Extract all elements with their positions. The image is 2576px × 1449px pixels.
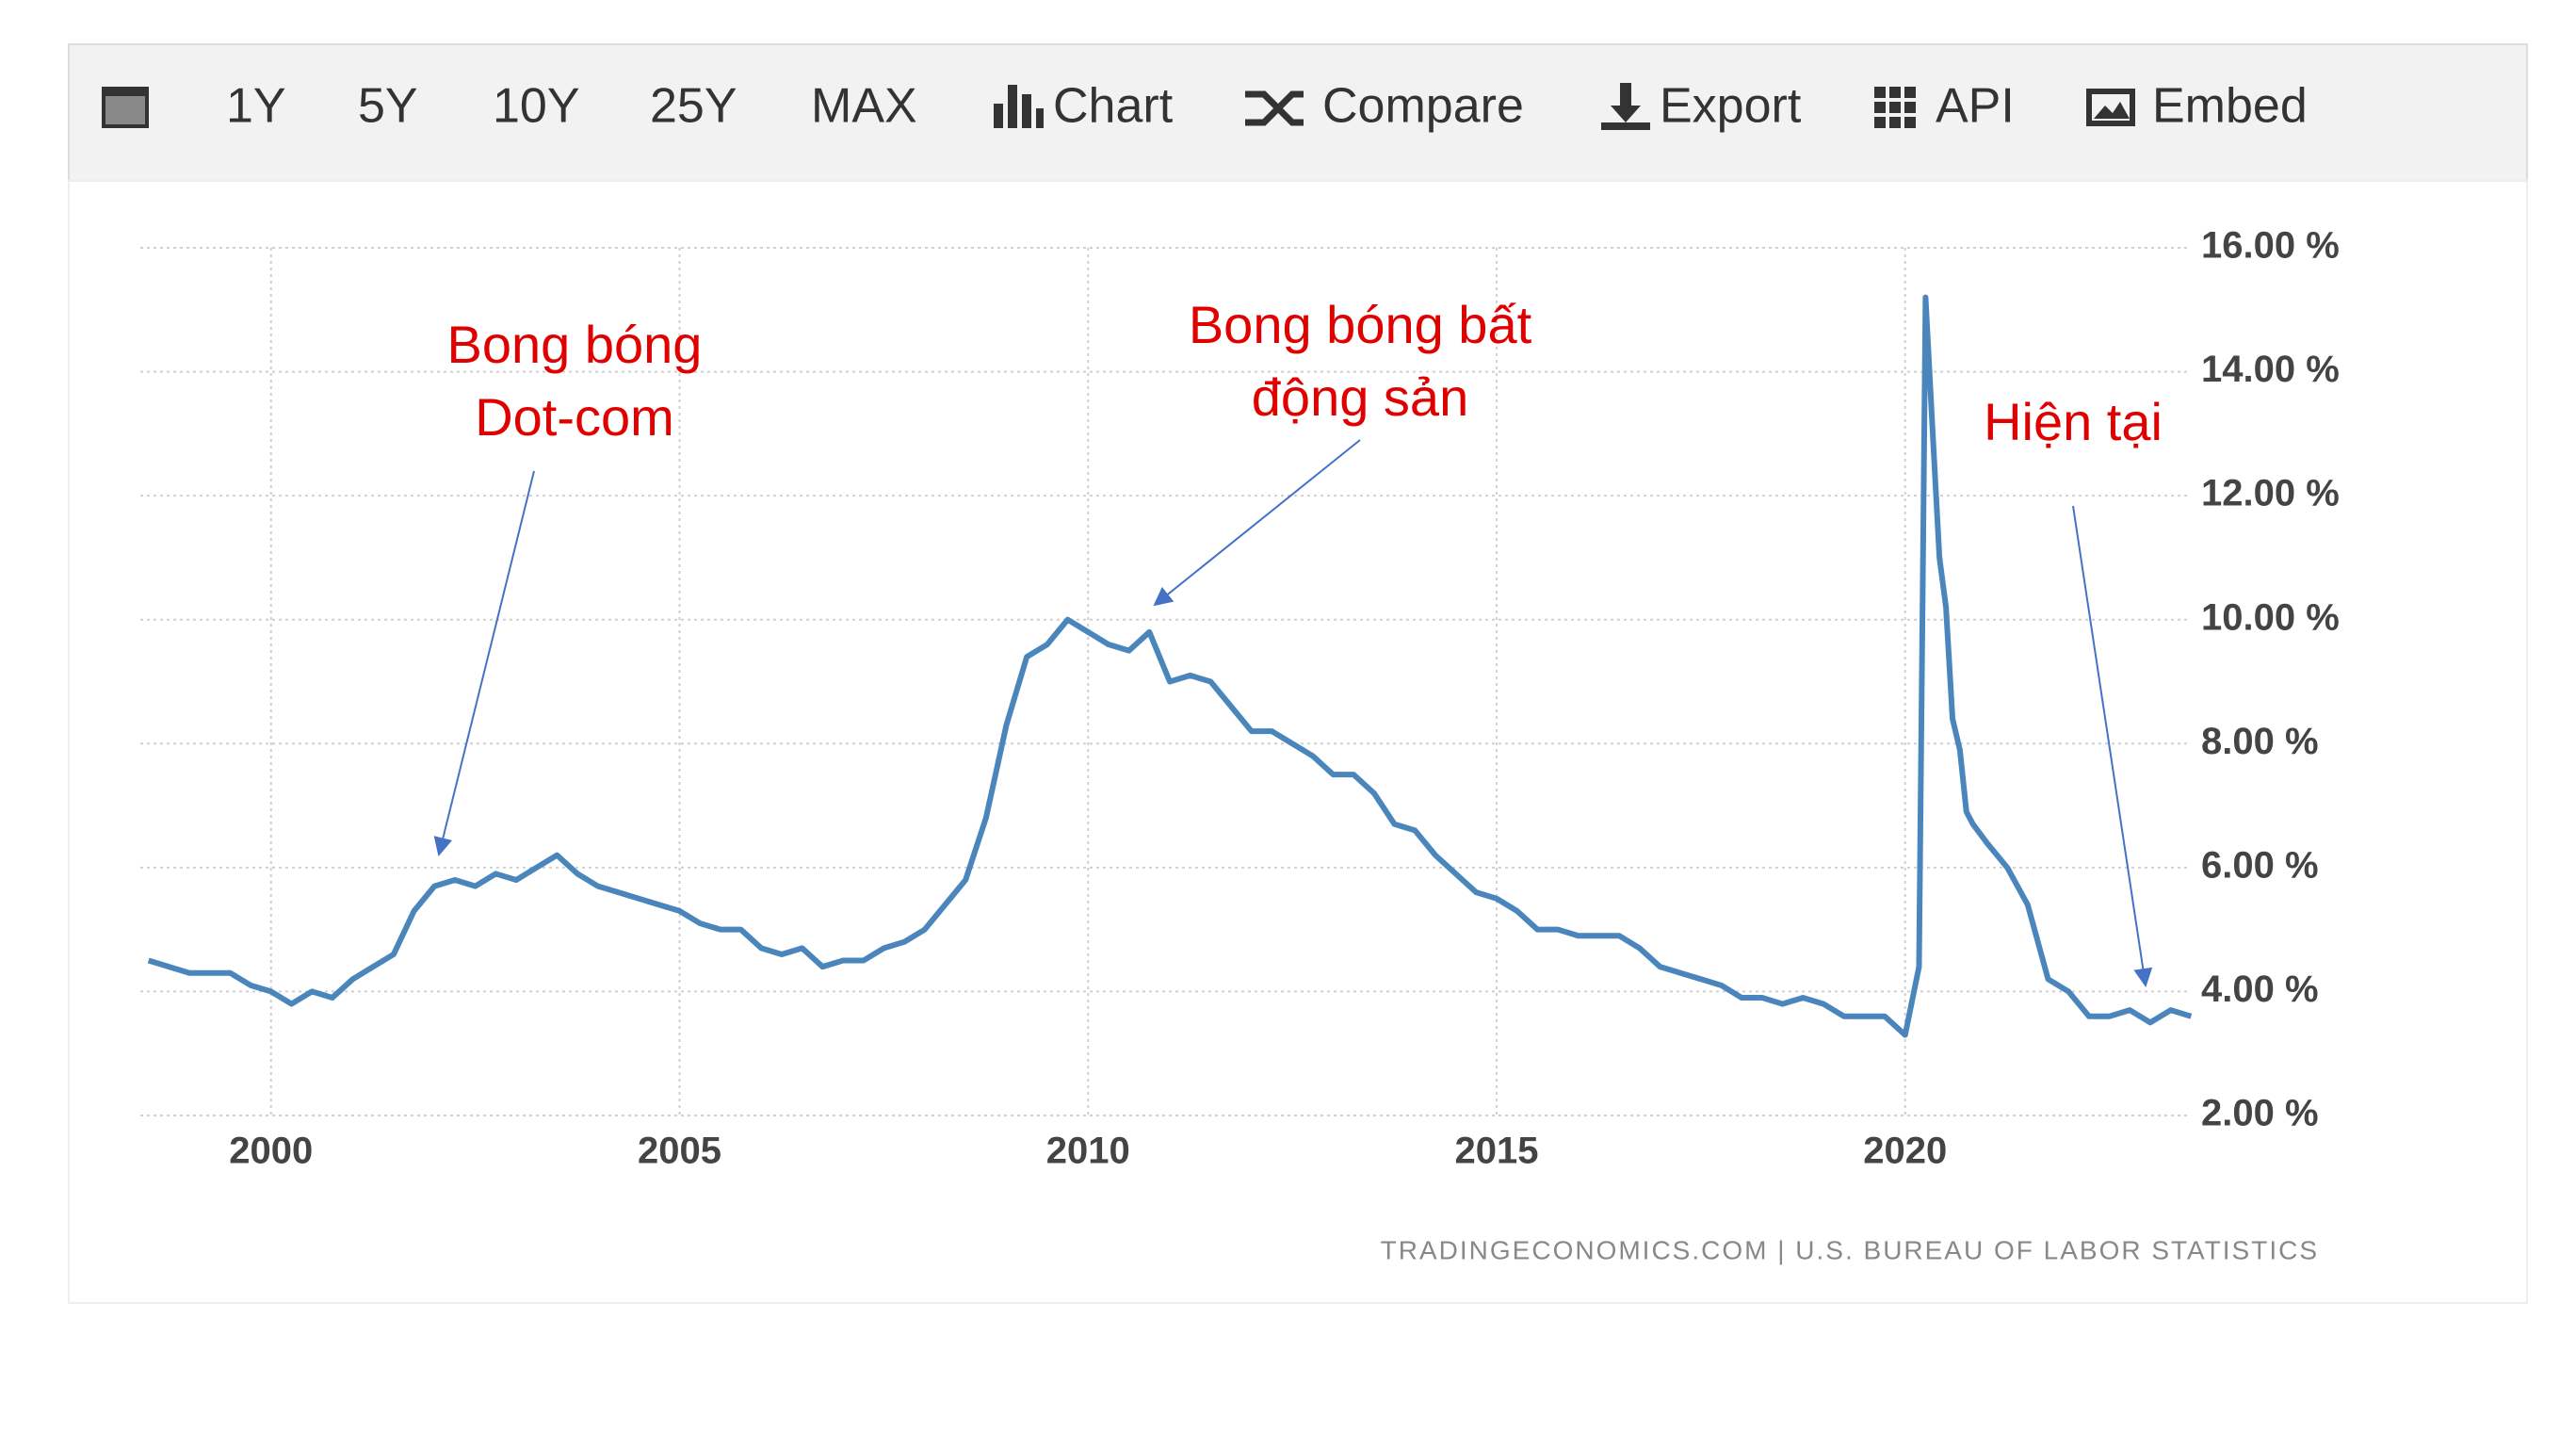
annotation: Bong bóng (447, 315, 703, 374)
y-tick-label: 16.00 % (2201, 225, 2340, 267)
annotation: Dot-com (475, 387, 674, 447)
toolbar-button[interactable]: 5Y (358, 79, 418, 134)
y-tick-label: 8.00 % (2201, 721, 2319, 762)
y-tick-label: 4.00 % (2201, 969, 2319, 1010)
chart-icon[interactable] (994, 85, 1044, 128)
toolbar-button[interactable]: 25Y (650, 79, 737, 134)
annotation-arrows (433, 439, 2153, 987)
y-tick-label: 10.00 % (2201, 596, 2340, 638)
embed-icon[interactable] (2086, 89, 2135, 126)
export-icon[interactable] (1601, 83, 1650, 130)
x-tick-label: 2000 (229, 1131, 313, 1172)
source: TRADINGECONOMICS.COM | U.S. BUREAU OF LA… (1381, 1235, 2319, 1264)
arrow (1153, 439, 1361, 607)
toolbar-button[interactable]: Compare (1322, 79, 1524, 134)
arrow (433, 470, 535, 856)
toolbar-button[interactable]: Export (1660, 79, 1802, 134)
toolbar-button[interactable]: API (1936, 79, 2015, 134)
annotation: Bong bóng bất (1189, 295, 1532, 354)
toolbar-button[interactable]: Chart (1053, 79, 1174, 134)
y-tick-label: 12.00 % (2201, 473, 2340, 514)
y-tick-label: 2.00 % (2201, 1093, 2319, 1134)
x-tick-label: 2010 (1046, 1131, 1130, 1172)
compare-icon[interactable] (1245, 90, 1304, 126)
toolbar-button[interactable]: 10Y (493, 79, 580, 134)
annotation: Hiện tại (1984, 392, 2163, 451)
calendar-icon[interactable] (102, 87, 149, 128)
x-tick-label: 2015 (1454, 1131, 1538, 1172)
toolbar-button[interactable]: MAX (811, 79, 917, 134)
arrow (2072, 505, 2153, 987)
toolbar-button[interactable]: Embed (2152, 79, 2308, 134)
y-tick-label: 6.00 % (2201, 844, 2319, 886)
data-line (147, 294, 2193, 1038)
api-icon[interactable] (1874, 87, 1916, 128)
y-tick-label: 14.00 % (2201, 349, 2340, 390)
x-tick-label: 2005 (638, 1131, 721, 1172)
toolbar-button[interactable]: 1Y (226, 79, 286, 134)
annotation: động sản (1252, 367, 1468, 427)
x-tick-label: 2020 (1863, 1131, 1947, 1172)
